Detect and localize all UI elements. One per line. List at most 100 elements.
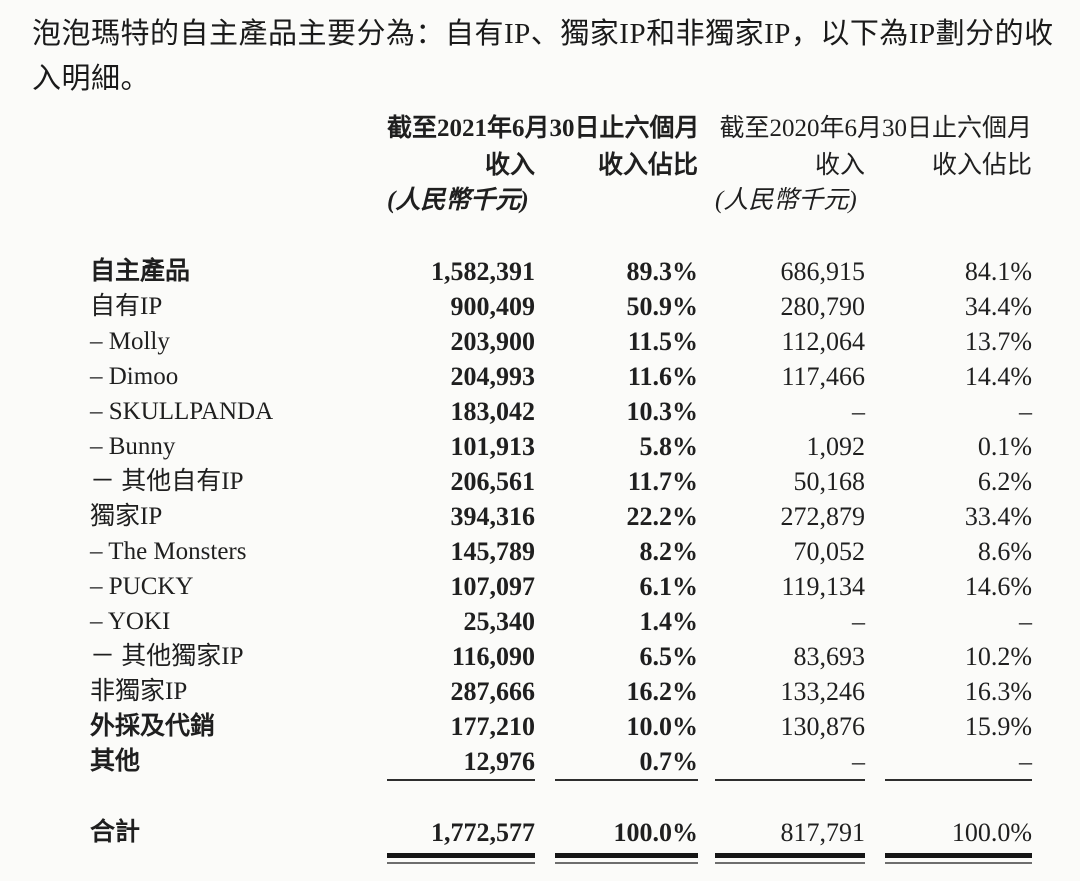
- total-row: 合計 1,772,577 100.0% 817,791 100.0%: [90, 815, 1032, 851]
- double-rule: [555, 853, 698, 864]
- cell-2020-revenue: 112,064: [781, 327, 865, 356]
- cell-2021-revenue: 25,340: [463, 607, 536, 636]
- unit-note-2021: (人民幣千元): [387, 187, 529, 214]
- cell-2021-revenue: 900,409: [450, 292, 536, 321]
- total-2020-revenue: 817,791: [780, 818, 866, 847]
- cell-2021-revenue: 287,666: [450, 677, 536, 706]
- col-header-share-2021: 收入佔比: [597, 152, 698, 179]
- cell-2020-revenue: 70,052: [793, 537, 866, 566]
- cell-2020-revenue: –: [852, 397, 865, 426]
- total-2021-share: 100.0%: [613, 818, 699, 847]
- row-label: 自有IP: [90, 293, 163, 320]
- table-row: 非獨家IP 287,666 16.2% 133,246 16.3%: [90, 674, 1032, 709]
- row-label: 自主產品: [90, 258, 191, 285]
- row-label: – Dimoo: [90, 363, 179, 390]
- cell-2020-revenue: –: [852, 607, 865, 636]
- cell-2021-revenue: 12,976: [387, 744, 535, 781]
- col-header-revenue-2020: 收入: [814, 152, 865, 179]
- row-label: – PUCKY: [90, 573, 194, 600]
- col-header-revenue-2021: 收入: [484, 152, 535, 179]
- cell-2021-revenue: 204,993: [450, 362, 536, 391]
- total-2020-share: 100.0%: [951, 818, 1032, 847]
- cell-2020-revenue: 50,168: [793, 467, 866, 496]
- cell-2020-share: 33.4%: [964, 502, 1032, 531]
- cell-2020-revenue: 83,693: [793, 642, 866, 671]
- total-double-rule-row: [90, 853, 1032, 867]
- total-gap: [90, 779, 1032, 815]
- table-row: 其他 12,976 0.7% – –: [90, 744, 1032, 781]
- revenue-breakdown-table: 截至2021年6月30日止六個月 截至2020年6月30日止六個月 收入 收入佔…: [90, 110, 1032, 867]
- cell-2020-revenue: 133,246: [780, 677, 866, 706]
- cell-2021-share: 16.2%: [626, 677, 699, 706]
- cell-2021-share: 89.3%: [626, 257, 699, 286]
- table-row: – Molly 203,900 11.5% 112,064 13.7%: [90, 324, 1032, 359]
- row-label: – Molly: [90, 328, 170, 355]
- cell-2021-revenue: 394,316: [450, 502, 536, 531]
- cell-2021-share: 50.9%: [626, 292, 699, 321]
- cell-2020-share: 84.1%: [964, 257, 1032, 286]
- row-label: 外採及代銷: [90, 713, 216, 740]
- table-row: 外採及代銷 177,210 10.0% 130,876 15.9%: [90, 709, 1032, 744]
- cell-2021-revenue: 177,210: [450, 712, 536, 741]
- cell-2021-revenue: 116,090: [451, 642, 535, 671]
- row-label: – YOKI: [90, 608, 171, 635]
- cell-2021-revenue: 1,582,391: [431, 257, 535, 286]
- cell-2021-share: 22.2%: [626, 502, 699, 531]
- cell-2020-share: 13.7%: [964, 327, 1032, 356]
- cell-2021-share: 10.0%: [626, 712, 699, 741]
- table-body: 自主產品 1,582,391 89.3% 686,915 84.1% 自有IP …: [90, 254, 1032, 781]
- cell-2020-share: 34.4%: [964, 292, 1032, 321]
- cell-2020-revenue: 130,876: [780, 712, 866, 741]
- table-row: － 其他獨家IP 116,090 6.5% 83,693 10.2%: [90, 639, 1032, 674]
- table-row: – The Monsters 145,789 8.2% 70,052 8.6%: [90, 534, 1032, 569]
- unit-note-2020: (人民幣千元): [715, 187, 857, 214]
- cell-2020-revenue: 117,466: [781, 362, 865, 391]
- cell-2021-share: 6.5%: [639, 642, 699, 671]
- period-header-2021: 截至2021年6月30日止六個月: [387, 115, 700, 142]
- cell-2020-revenue: 686,915: [780, 257, 866, 286]
- cell-2020-share: 8.6%: [977, 537, 1032, 566]
- row-label: － 其他獨家IP: [90, 643, 244, 670]
- cell-2020-share: 14.6%: [964, 572, 1032, 601]
- intro-paragraph: 泡泡瑪特的自主產品主要分為：自有IP、獨家IP和非獨家IP，以下為IP劃分的收入…: [32, 18, 1054, 95]
- cell-2021-share: 1.4%: [639, 607, 699, 636]
- cell-2020-revenue: 280,790: [780, 292, 866, 321]
- cell-2021-share: 5.8%: [639, 432, 699, 461]
- table-row: – YOKI 25,340 1.4% – –: [90, 604, 1032, 639]
- cell-2020-share: 10.2%: [964, 642, 1032, 671]
- total-label: 合計: [90, 819, 141, 846]
- total-2021-revenue: 1,772,577: [431, 818, 535, 847]
- row-label: 非獨家IP: [90, 678, 188, 705]
- cell-2021-share: 10.3%: [626, 397, 699, 426]
- header-body-gap: [90, 220, 1032, 254]
- cell-2021-revenue: 101,913: [450, 432, 536, 461]
- cell-2020-revenue: 272,879: [780, 502, 866, 531]
- table-row: － 其他自有IP 206,561 11.7% 50,168 6.2%: [90, 464, 1032, 499]
- row-label: – The Monsters: [90, 538, 247, 565]
- cell-2021-revenue: 183,042: [450, 397, 536, 426]
- row-label: 獨家IP: [90, 503, 163, 530]
- table-row: 自有IP 900,409 50.9% 280,790 34.4%: [90, 289, 1032, 324]
- cell-2020-share: 15.9%: [964, 712, 1032, 741]
- cell-2021-share: 11.6%: [627, 362, 698, 391]
- col-header-share-2020: 收入佔比: [931, 152, 1032, 179]
- cell-2020-revenue: 119,134: [781, 572, 865, 601]
- row-label: – SKULLPANDA: [90, 398, 274, 425]
- table-row: 自主產品 1,582,391 89.3% 686,915 84.1%: [90, 254, 1032, 289]
- cell-2020-share: 16.3%: [964, 677, 1032, 706]
- column-header-row: 收入 收入佔比 收入 收入佔比: [90, 148, 1032, 184]
- cell-2021-revenue: 206,561: [450, 467, 536, 496]
- double-rule: [715, 853, 865, 864]
- period-header-2020: 截至2020年6月30日止六個月: [719, 115, 1032, 142]
- cell-2020-share: –: [885, 744, 1032, 781]
- row-label: – Bunny: [90, 433, 176, 460]
- cell-2020-share: –: [1019, 607, 1032, 636]
- unit-header-row: (人民幣千元) (人民幣千元): [90, 184, 1032, 220]
- double-rule: [387, 853, 535, 864]
- table-row: – SKULLPANDA 183,042 10.3% – –: [90, 394, 1032, 429]
- table-row: 獨家IP 394,316 22.2% 272,879 33.4%: [90, 499, 1032, 534]
- cell-2021-share: 6.1%: [639, 572, 699, 601]
- table-row: – PUCKY 107,097 6.1% 119,134 14.6%: [90, 569, 1032, 604]
- cell-2020-share: 14.4%: [964, 362, 1032, 391]
